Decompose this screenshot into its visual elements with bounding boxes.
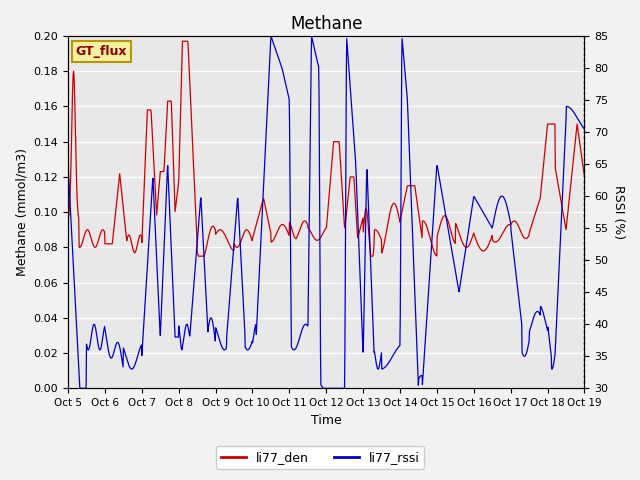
Title: Methane: Methane xyxy=(290,15,362,33)
X-axis label: Time: Time xyxy=(311,414,342,427)
Legend: li77_den, li77_rssi: li77_den, li77_rssi xyxy=(216,446,424,469)
Y-axis label: Methane (mmol/m3): Methane (mmol/m3) xyxy=(15,148,28,276)
Y-axis label: RSSI (%): RSSI (%) xyxy=(612,185,625,239)
Text: GT_flux: GT_flux xyxy=(76,45,127,58)
